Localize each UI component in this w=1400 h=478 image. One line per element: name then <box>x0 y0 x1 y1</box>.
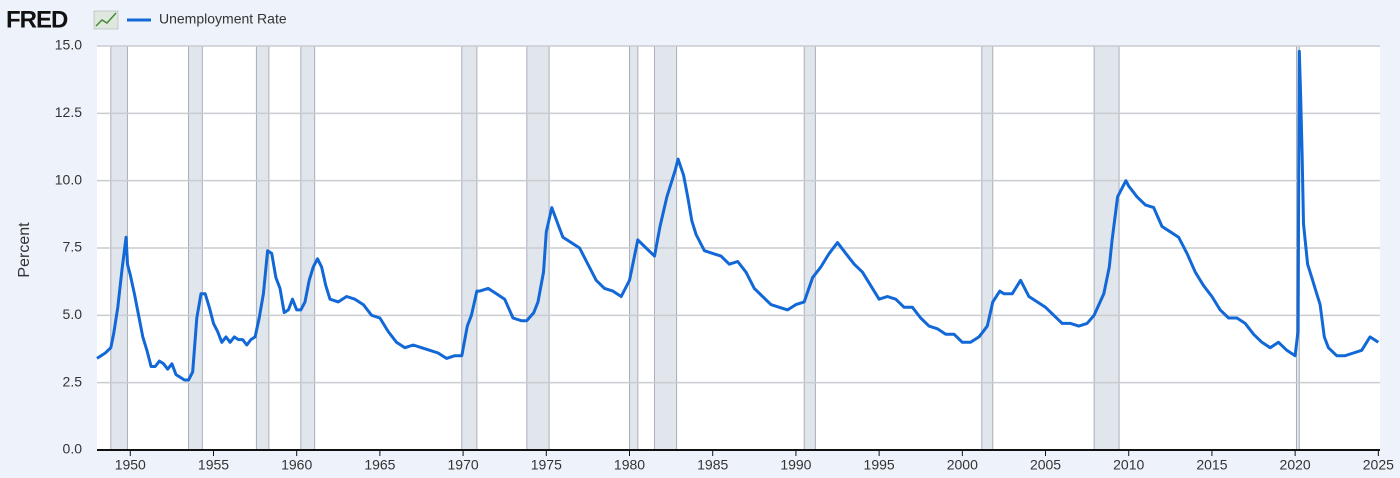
y-tick-label: 0.0 <box>63 441 83 457</box>
y-tick-label: 7.5 <box>63 239 83 255</box>
y-axis-label: Percent <box>16 222 33 278</box>
x-tick-label: 1975 <box>531 457 562 473</box>
x-tick-label: 2010 <box>1113 457 1144 473</box>
y-tick-label: 10.0 <box>55 171 82 187</box>
y-tick-label: 12.5 <box>55 104 82 120</box>
series-line <box>96 49 1380 382</box>
x-tick-label: 1990 <box>780 457 811 473</box>
x-tick-label: 2015 <box>1196 457 1227 473</box>
x-tick-label: 1995 <box>864 457 895 473</box>
x-tick-label: 1980 <box>614 457 645 473</box>
y-tick-label: 2.5 <box>63 373 83 389</box>
x-tick-label: 2025 <box>1363 457 1394 473</box>
y-tick-label: 5.0 <box>63 306 83 322</box>
y-tick-label: 15.0 <box>55 37 82 53</box>
x-tick-label: 1960 <box>281 457 312 473</box>
logo-icon <box>93 10 119 30</box>
logo: FRED <box>6 6 68 33</box>
legend-label: Unemployment Rate <box>159 11 287 27</box>
x-tick-label: 2005 <box>1030 457 1061 473</box>
x-tick-label: 1985 <box>697 457 728 473</box>
x-tick-label: 1970 <box>448 457 479 473</box>
x-tick-label: 1950 <box>115 457 146 473</box>
x-tick-label: 1955 <box>198 457 229 473</box>
x-tick-label: 2020 <box>1280 457 1311 473</box>
x-tick-label: 1965 <box>364 457 395 473</box>
x-tick-label: 2000 <box>947 457 978 473</box>
